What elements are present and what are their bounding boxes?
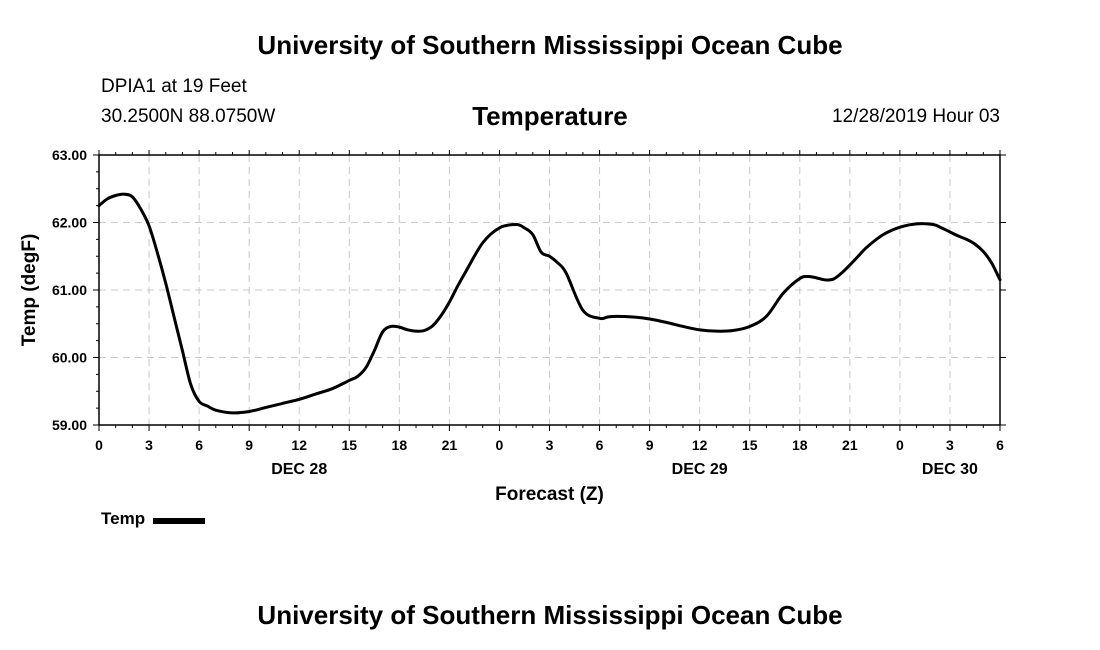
x-tick-label: 0	[896, 437, 904, 453]
forecast-run-time: 12/28/2019 Hour 03	[832, 106, 1000, 127]
x-tick-label: 12	[291, 437, 307, 453]
x-tick-label: 21	[442, 437, 458, 453]
x-tick-label: 15	[341, 437, 357, 453]
x-tick-label: 0	[496, 437, 504, 453]
y-tick-label: 61.00	[52, 282, 87, 298]
chart-title: Temperature	[472, 101, 628, 131]
y-axis-title: Temp (degF)	[19, 234, 40, 347]
x-tick-label: 6	[596, 437, 604, 453]
x-tick-label: 3	[145, 437, 153, 453]
x-tick-label: 3	[546, 437, 554, 453]
x-tick-label: 6	[996, 437, 1004, 453]
legend: Temp	[101, 509, 206, 529]
plot-frame	[98, 154, 1001, 426]
station-label: DPIA1 at 19 Feet	[101, 76, 247, 97]
x-tick-label: 3	[946, 437, 954, 453]
date-label: DEC 28	[271, 461, 327, 478]
station-coordinates: 30.2500N 88.0750W	[101, 106, 276, 127]
x-tick-label: 12	[692, 437, 708, 453]
x-tick-label: 21	[842, 437, 858, 453]
y-tick-label: 59.00	[52, 417, 87, 433]
x-tick-label: 6	[195, 437, 203, 453]
x-tick-label: 9	[245, 437, 253, 453]
date-label: DEC 29	[672, 461, 728, 478]
x-tick-label: 0	[95, 437, 103, 453]
x-axis-title: Forecast (Z)	[495, 484, 604, 505]
x-tick-label: 9	[646, 437, 654, 453]
date-label: DEC 30	[922, 461, 978, 478]
y-tick-label: 63.00	[52, 147, 87, 163]
x-tick-label: 18	[792, 437, 808, 453]
y-tick-label: 60.00	[52, 350, 87, 366]
y-tick-label: 62.00	[52, 215, 87, 231]
x-tick-label: 15	[742, 437, 758, 453]
temp-series-line	[97, 192, 1002, 415]
x-tick-label: 18	[392, 437, 408, 453]
site-title-bottom: University of Southern Mississippi Ocean…	[257, 600, 843, 630]
legend-line-swatch	[153, 517, 206, 524]
site-title-top: University of Southern Mississippi Ocean…	[257, 30, 843, 60]
legend-label: Temp	[101, 509, 146, 528]
